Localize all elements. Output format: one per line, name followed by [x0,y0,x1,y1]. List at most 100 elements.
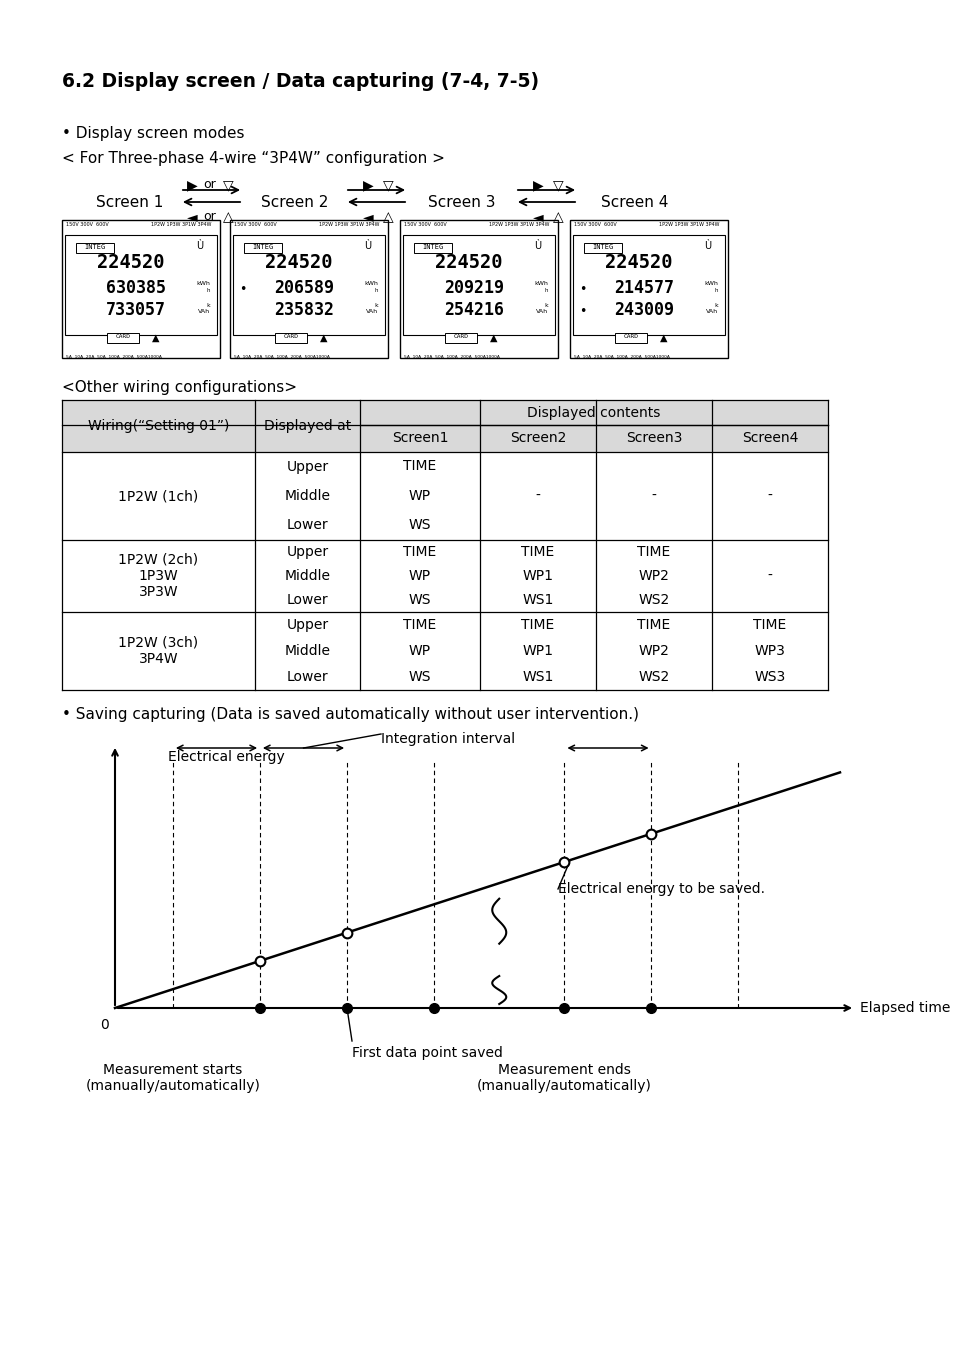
Text: WS1: WS1 [521,669,553,684]
Text: ▶: ▶ [187,178,197,192]
Text: TIME: TIME [403,459,436,473]
Text: Electrical energy to be saved.: Electrical energy to be saved. [558,882,764,896]
Text: Screen 3: Screen 3 [428,195,496,210]
Text: Integration interval: Integration interval [380,732,515,747]
Text: 0: 0 [100,1018,110,1033]
Bar [615,333,646,343]
Text: 1P2W 1P3W 3P1W 3P4W: 1P2W 1P3W 3P1W 3P4W [489,222,549,228]
Bar [65,234,216,335]
Text: Lower: Lower [287,518,328,533]
Text: <Other wiring configurations>: <Other wiring configurations> [62,379,296,396]
Text: CARD: CARD [115,333,131,339]
Text: 224520: 224520 [97,253,165,272]
Text: ▲: ▲ [659,333,667,343]
Text: ▲: ▲ [152,333,159,343]
Bar [107,333,139,343]
Text: 224520: 224520 [435,253,502,272]
Text: 209219: 209219 [443,279,503,297]
Text: -: - [767,569,772,583]
Text: TIME: TIME [403,618,436,631]
Text: kWh: kWh [534,280,547,286]
Text: Screen 4: Screen 4 [600,195,668,210]
Text: TIME: TIME [637,545,670,560]
Text: Displayed at: Displayed at [264,419,351,434]
Text: Screen2: Screen2 [509,431,565,446]
Text: or: or [203,210,216,224]
Text: k
VAh: k VAh [366,304,377,314]
Text: WP: WP [409,489,431,503]
Text: WP: WP [409,644,431,659]
Text: Upper: Upper [286,618,328,631]
Text: WP1: WP1 [522,569,553,583]
Text: WS1: WS1 [521,593,553,607]
Text: Middle: Middle [284,569,330,583]
Bar [573,234,724,335]
Text: Ù: Ù [703,241,711,251]
Bar [414,243,452,253]
Text: 1P2W (3ch)
3P4W: 1P2W (3ch) 3P4W [118,635,198,667]
Text: kWh: kWh [703,280,718,286]
Text: CARD: CARD [283,333,298,339]
Text: 214577: 214577 [614,279,673,297]
Text: 150V 300V  600V: 150V 300V 600V [574,222,616,228]
Bar [244,243,282,253]
Text: Ù: Ù [534,241,541,251]
Text: WS: WS [408,669,431,684]
Text: ◄: ◄ [362,210,373,224]
Text: 1P2W (2ch)
1P3W
3P3W: 1P2W (2ch) 1P3W 3P3W [118,553,198,599]
Text: ▶: ▶ [362,178,373,192]
Text: Upper: Upper [286,459,328,473]
Text: INTEG: INTEG [253,244,274,251]
Text: Displayed contents: Displayed contents [527,405,660,420]
Text: 150V 300V  600V: 150V 300V 600V [66,222,109,228]
Text: Screen3: Screen3 [625,431,681,446]
Text: WS3: WS3 [754,669,785,684]
Text: ▲: ▲ [490,333,497,343]
Text: INTEG: INTEG [84,244,106,251]
Text: or: or [203,178,216,191]
Text: △: △ [552,210,562,224]
Text: ▲: ▲ [320,333,328,343]
Text: kWh: kWh [364,280,377,286]
Text: Upper: Upper [286,545,328,560]
Text: Screen1: Screen1 [392,431,448,446]
Text: Ù: Ù [364,241,371,251]
Text: WP1: WP1 [522,644,553,659]
Text: h: h [206,289,210,293]
Text: 5A  10A  20A  50A  100A  200A  500A1000A: 5A 10A 20A 50A 100A 200A 500A1000A [233,355,330,359]
Text: k
VAh: k VAh [536,304,547,314]
Text: Ù: Ù [196,241,203,251]
Text: 224520: 224520 [604,253,672,272]
Bar [274,333,307,343]
Text: TIME: TIME [521,618,554,631]
Text: k
VAh: k VAh [705,304,718,314]
Text: Measurement ends
(manually/automatically): Measurement ends (manually/automatically… [476,1064,651,1093]
Text: 5A  10A  20A  50A  100A  200A  500A1000A: 5A 10A 20A 50A 100A 200A 500A1000A [403,355,499,359]
Text: 1P2W 1P3W 3P1W 3P4W: 1P2W 1P3W 3P1W 3P4W [318,222,379,228]
Text: TIME: TIME [403,545,436,560]
Text: △: △ [382,210,393,224]
Text: Screen 2: Screen 2 [261,195,329,210]
Bar [76,243,113,253]
Text: 150V 300V  600V: 150V 300V 600V [233,222,276,228]
Text: h: h [375,289,377,293]
Bar [62,220,220,358]
Text: 224520: 224520 [265,253,333,272]
Text: 1P2W (1ch): 1P2W (1ch) [118,489,198,503]
Text: 5A  10A  20A  50A  100A  200A  500A1000A: 5A 10A 20A 50A 100A 200A 500A1000A [66,355,162,359]
Text: TIME: TIME [521,545,554,560]
Text: ▽: ▽ [222,178,233,192]
Text: •: • [239,283,247,295]
Text: 254216: 254216 [443,301,503,318]
Text: ▽: ▽ [382,178,393,192]
Text: kWh: kWh [196,280,210,286]
Text: △: △ [222,210,233,224]
Text: 630385: 630385 [106,279,166,297]
Text: • Saving capturing (Data is saved automatically without user intervention.): • Saving capturing (Data is saved automa… [62,707,639,722]
Text: 150V 300V  600V: 150V 300V 600V [403,222,446,228]
Text: WS2: WS2 [638,669,669,684]
Text: -: - [767,489,772,503]
Text: ◄: ◄ [532,210,543,224]
Text: < For Three-phase 4-wire “3P4W” configuration >: < For Three-phase 4-wire “3P4W” configur… [62,150,444,167]
Text: 235832: 235832 [274,301,334,318]
